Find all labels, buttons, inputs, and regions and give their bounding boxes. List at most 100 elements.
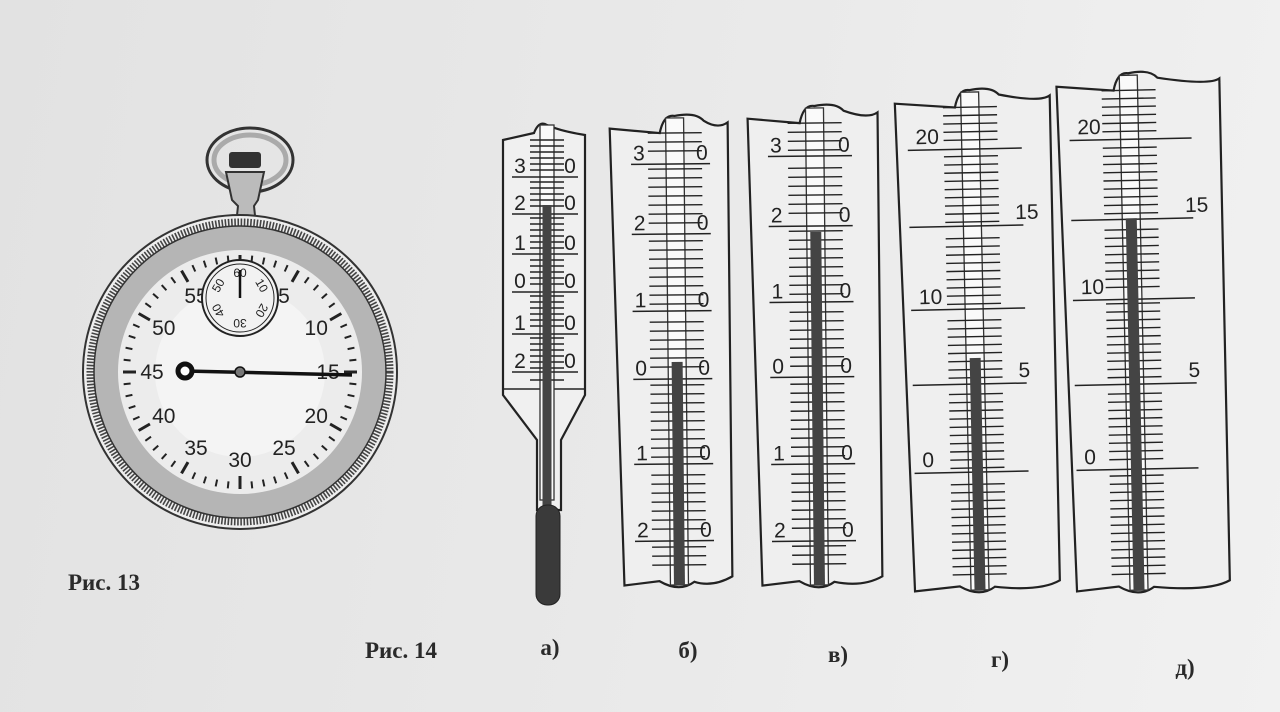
scale-label-left: 10 — [1080, 276, 1104, 299]
dial-tick — [329, 422, 343, 432]
scale-tick — [1103, 170, 1158, 174]
dial-tick — [170, 276, 177, 284]
scale-tick — [943, 138, 998, 142]
thermometer-b: 3 0 2 0 1 0 0 0 1 0 2 0 — [608, 113, 734, 589]
dial-tick — [125, 346, 133, 351]
scale-label-right: 0 — [564, 192, 576, 215]
scale-tick — [649, 320, 704, 323]
dial-tick — [180, 269, 190, 283]
scale-tick — [945, 220, 1000, 224]
scale-tick — [647, 131, 702, 134]
mercury-column — [542, 205, 552, 513]
scale-label-left: 1 — [514, 232, 526, 255]
scale-tick — [648, 167, 703, 170]
scale-tick — [787, 131, 842, 133]
scale-label-right: 5 — [1188, 359, 1200, 382]
dial-tick — [328, 435, 336, 442]
dial-tick — [132, 415, 140, 421]
scale-tick — [945, 212, 1000, 215]
scale-tick — [1104, 211, 1159, 215]
scale-tick — [788, 176, 843, 178]
scale-tick — [945, 253, 1001, 256]
dial-tick — [303, 276, 310, 284]
scale-label-left: 3 — [514, 155, 526, 178]
dial-tick — [137, 422, 151, 432]
scale-label-left: 0 — [772, 355, 784, 378]
scale-label-left: 20 — [915, 126, 939, 149]
dial-tick — [283, 472, 289, 480]
scale-tick — [943, 155, 998, 158]
scale-tick — [648, 194, 703, 197]
dial-tick — [344, 334, 352, 339]
scale-label-left: 1 — [773, 442, 785, 465]
scale-tick — [1102, 121, 1157, 125]
dial-tick — [312, 453, 320, 460]
dial-tick — [144, 435, 152, 442]
scale-tick — [787, 140, 842, 142]
scale-label-right: 0 — [564, 350, 576, 373]
thermometer-g: 20 10 0 15 5 — [893, 87, 1061, 594]
subdial-label: 20 — [252, 301, 271, 320]
scale-tick — [788, 203, 843, 205]
scale-label-left: 2 — [514, 350, 526, 373]
dial-tick — [214, 479, 219, 487]
scale-label-left: 0 — [514, 270, 526, 293]
scale-label-left: 0 — [1084, 446, 1096, 469]
scale-tick — [948, 351, 1003, 355]
scale-major-tick — [1069, 137, 1192, 142]
scale-tick — [946, 278, 1001, 281]
thermometer-caption: а) — [540, 635, 559, 660]
figure-13-caption: Рис. 13 — [68, 570, 140, 595]
thermometer-caption: в) — [828, 642, 848, 667]
scale-tick — [1101, 105, 1156, 108]
case-knurl — [86, 218, 394, 526]
scale-label-right: 0 — [840, 355, 852, 378]
scale-tick — [649, 302, 704, 305]
scale-label-left: 2 — [637, 519, 649, 542]
dial-tick — [303, 460, 310, 468]
thermometer-a: 3 0 2 0 1 0 0 0 1 0 2 0 — [501, 122, 587, 606]
scale-tick — [648, 248, 703, 251]
figure-14-caption: Рис. 14 — [365, 638, 438, 663]
scale-tick — [943, 122, 998, 125]
scale-label-right: 0 — [564, 270, 576, 293]
dial-tick — [340, 323, 348, 329]
scale-tick — [944, 204, 999, 207]
scale-major-tick — [909, 224, 1024, 229]
scale-major-tick — [914, 470, 1029, 475]
subdial-inner-ring — [205, 263, 275, 333]
scale-label-right: 15 — [1015, 201, 1039, 224]
thermometer-v: 3 0 2 0 1 0 0 0 1 0 2 0 — [746, 103, 884, 589]
mercury-column — [671, 361, 685, 585]
scale-major-tick — [632, 309, 712, 313]
scale-label-left: 2 — [514, 192, 526, 215]
scale-tick — [649, 266, 704, 269]
scale-tick — [1102, 154, 1157, 158]
scale-tick — [1103, 162, 1158, 166]
dial-label: 50 — [152, 317, 175, 340]
dial-label: 10 — [305, 317, 328, 340]
scale-major-tick — [911, 307, 1026, 312]
scale-tick — [1101, 97, 1156, 100]
dial-tick — [328, 302, 336, 309]
scale-tick — [1102, 146, 1157, 149]
scale-tick — [944, 187, 999, 191]
scale-tick — [947, 302, 1002, 306]
scale-tick — [648, 176, 703, 179]
scale-tick — [946, 269, 1001, 273]
dial-tick — [283, 264, 289, 272]
scale-label-right: 0 — [696, 142, 708, 165]
dial-tick — [160, 284, 168, 291]
dial-tick — [180, 461, 190, 475]
subdial-label: 50 — [209, 276, 228, 295]
scale-label-right: 0 — [842, 519, 854, 542]
dial-tick — [250, 481, 254, 489]
scale-tick — [944, 171, 999, 174]
scale-tick — [788, 230, 843, 232]
scale-tick — [947, 343, 1002, 347]
scale-tick — [1102, 129, 1157, 133]
stopwatch: 510152025303540455055601020304050 — [82, 126, 398, 530]
scale-label-left: 2 — [771, 204, 783, 227]
scale-tick — [648, 203, 703, 206]
scale-tick — [947, 335, 1002, 338]
